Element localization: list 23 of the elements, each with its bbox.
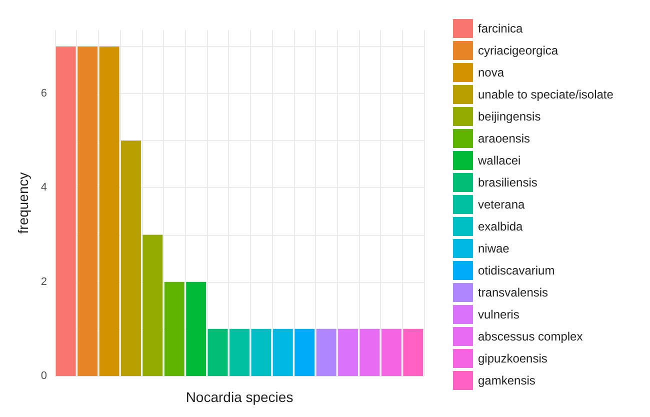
legend-label: vulneris bbox=[478, 308, 520, 322]
legend-label: brasiliensis bbox=[478, 176, 538, 190]
y-tick-label: 0 bbox=[40, 370, 48, 382]
legend-label: abscessus complex bbox=[478, 330, 583, 344]
legend-label: veterana bbox=[478, 198, 526, 212]
legend-label: unable to speciate/isolate bbox=[478, 88, 614, 102]
legend-label: beijingensis bbox=[478, 110, 541, 124]
legend-label: wallacei bbox=[477, 154, 521, 168]
legend-label: cyriacigeorgica bbox=[478, 44, 558, 58]
x-axis-title: Nocardia species bbox=[186, 389, 294, 405]
legend-label: araoensis bbox=[478, 132, 530, 146]
legend-label: gamkensis bbox=[478, 374, 536, 388]
legend-label: nova bbox=[478, 66, 504, 80]
legend-label: niwae bbox=[478, 242, 510, 256]
y-tick-label: 4 bbox=[40, 182, 48, 194]
legend-label: transvalensis bbox=[478, 286, 548, 300]
legend-label: farcinica bbox=[478, 22, 524, 36]
y-tick-label: 2 bbox=[40, 276, 48, 288]
legend-label: exalbida bbox=[478, 220, 524, 234]
legend-label: otidiscavarium bbox=[478, 264, 555, 278]
legend-label: gipuzkoensis bbox=[478, 352, 548, 366]
y-axis-title: frequency bbox=[15, 172, 31, 234]
y-tick-label: 6 bbox=[40, 88, 48, 100]
